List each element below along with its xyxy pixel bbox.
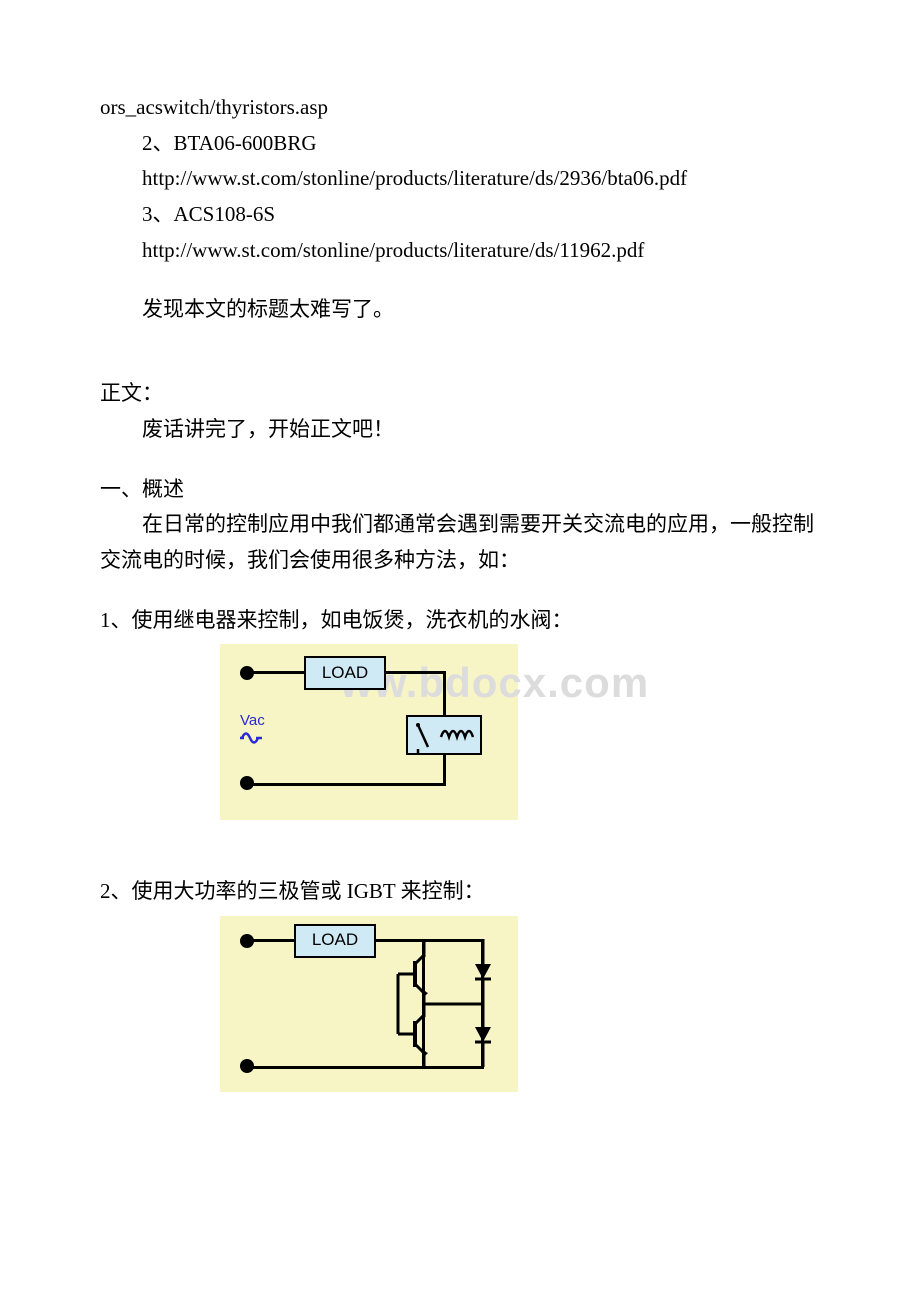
text-line: 2、BTA06-600BRG — [100, 126, 820, 162]
text-line: 3、ACS108-6S — [100, 197, 820, 233]
wire — [443, 671, 446, 715]
wire — [252, 671, 304, 674]
wire — [386, 671, 446, 674]
wire — [252, 783, 446, 786]
spacer — [100, 448, 820, 472]
text-line: http://www.st.com/stonline/products/lite… — [100, 233, 820, 269]
list-item: 1、使用继电器来控制，如电饭煲，洗衣机的水阀： — [100, 603, 820, 639]
sine-icon — [240, 726, 266, 757]
spacer — [100, 826, 820, 874]
diagram-igbt: LOAD — [220, 916, 518, 1092]
text-line: http://www.st.com/stonline/products/lite… — [100, 161, 820, 197]
list-item: 2、使用大功率的三极管或 IGBT 来控制： — [100, 874, 820, 910]
text-line: 发现本文的标题太难写了。 — [100, 292, 820, 328]
text-line: ors_acswitch/thyristors.asp — [100, 90, 820, 126]
spacer — [100, 268, 820, 292]
paragraph: 在日常的控制应用中我们都通常会遇到需要开关交流电的应用，一般控制交流电的时候，我… — [100, 507, 820, 578]
watermark: ww.bdocx.com — [340, 647, 649, 718]
igbt-symbol — [380, 939, 500, 1069]
spacer — [100, 579, 820, 603]
terminal-dot — [240, 1059, 254, 1073]
text-line: 废话讲完了，开始正文吧！ — [100, 412, 820, 448]
diagram-relay: ww.bdocx.com LOAD Vac — [220, 644, 518, 820]
relay-box — [406, 715, 482, 755]
spacer — [100, 328, 820, 376]
load-box: LOAD — [304, 656, 386, 690]
relay-symbol — [408, 717, 484, 757]
terminal-dot — [240, 776, 254, 790]
wire — [252, 939, 294, 942]
wire — [443, 755, 446, 785]
diagram-igbt-wrap: LOAD — [100, 910, 820, 1098]
load-box: LOAD — [294, 924, 376, 958]
diagram-relay-wrap: ww.bdocx.com LOAD Vac — [100, 638, 820, 826]
heading: 一、概述 — [100, 472, 820, 508]
section-label: 正文： — [100, 376, 820, 412]
